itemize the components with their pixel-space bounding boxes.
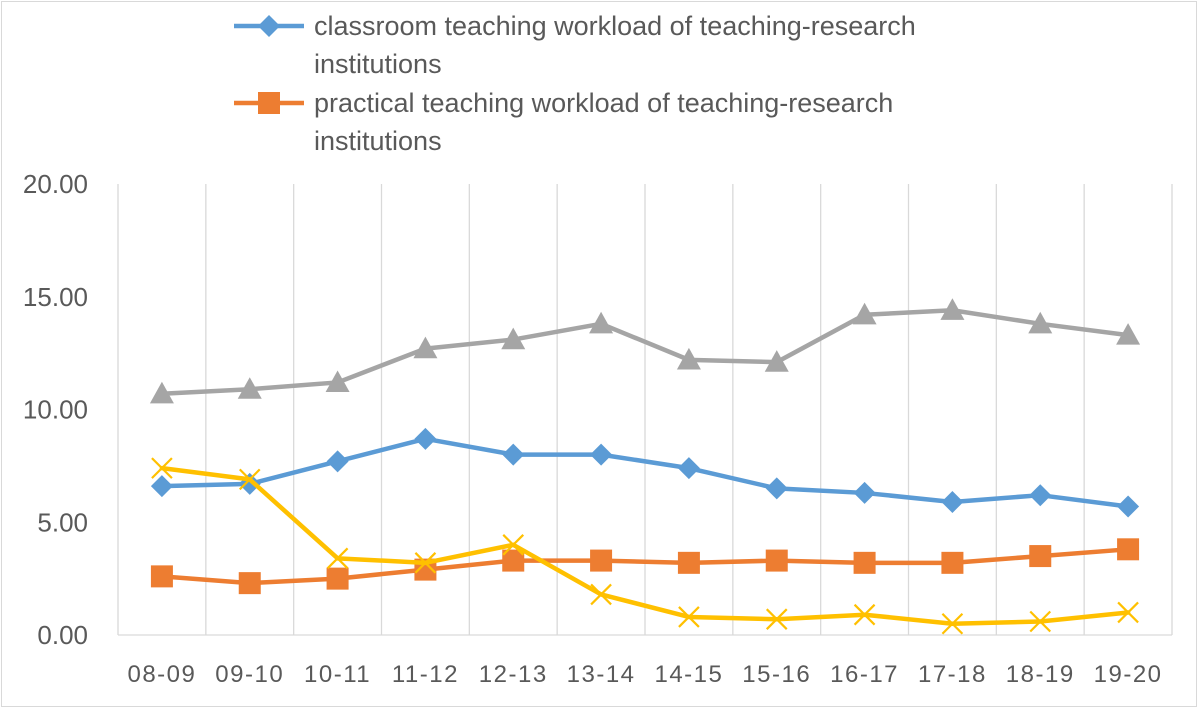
data-point <box>590 549 613 572</box>
data-point <box>414 427 437 450</box>
data-point <box>413 336 438 359</box>
data-point <box>941 490 964 513</box>
series-line <box>159 308 1131 396</box>
data-point <box>676 347 701 370</box>
data-point <box>764 350 789 372</box>
data-point <box>1117 601 1139 624</box>
data-point <box>238 468 261 491</box>
legend: classroom teaching workload of teaching-… <box>234 11 916 156</box>
x-tick-label: 19-20 <box>1094 661 1163 688</box>
data-point <box>151 457 173 479</box>
x-tick-label: 15-16 <box>742 661 811 688</box>
data-point <box>678 606 700 628</box>
y-tick-label: 5.00 <box>37 507 88 537</box>
legend-label: institutions <box>314 126 442 156</box>
data-point <box>589 311 614 334</box>
x-tick-label: 18-19 <box>1006 661 1075 688</box>
legend-entry-0: classroom teaching workload of teaching-… <box>234 11 916 79</box>
data-point <box>1116 323 1141 345</box>
data-point <box>150 565 173 588</box>
data-point <box>590 583 612 606</box>
data-point <box>237 377 262 399</box>
data-point <box>1117 538 1140 561</box>
data-point <box>150 475 173 498</box>
data-point <box>677 457 700 480</box>
legend-label: practical teaching workload of teaching-… <box>314 88 893 118</box>
data-point <box>501 327 526 350</box>
data-point <box>238 572 261 595</box>
data-point <box>149 381 174 404</box>
series-2 <box>149 298 1141 404</box>
data-point <box>326 567 349 590</box>
x-tick-label: 16-17 <box>830 661 899 688</box>
data-point <box>941 551 964 574</box>
data-point <box>677 551 700 574</box>
data-point <box>765 549 788 572</box>
x-tick-label: 14-15 <box>654 661 723 688</box>
y-tick-label: 15.00 <box>23 282 88 312</box>
data-point <box>765 608 788 630</box>
data-point <box>853 551 876 574</box>
data-point <box>852 302 877 325</box>
data-point <box>1029 610 1052 633</box>
x-axis-ticks: 08-09 09-10 10-11 11-12 12-13 13-14 14-15 15-16… <box>127 661 1163 688</box>
x-tick-label: 13-14 <box>567 661 636 688</box>
y-tick-label: 20.00 <box>23 169 88 199</box>
series-3 <box>151 457 1139 635</box>
legend-label: institutions <box>314 49 442 79</box>
x-tick-label: 12-13 <box>479 661 548 688</box>
data-point <box>1117 495 1140 518</box>
y-tick-label: 0.00 <box>37 620 88 650</box>
x-tick-label: 11-12 <box>392 661 459 688</box>
x-tick-label: 08-09 <box>127 661 196 688</box>
data-point <box>414 552 437 574</box>
series-line <box>159 547 1131 586</box>
data-point <box>853 481 876 504</box>
y-tick-label: 10.00 <box>23 395 88 425</box>
grid-lines <box>117 184 1173 636</box>
y-axis-ticks: 0.00 5.00 10.00 15.00 20.00 <box>23 169 88 650</box>
series-line <box>159 465 1131 626</box>
data-point <box>326 547 349 570</box>
data-point <box>590 443 613 466</box>
legend-marker <box>258 92 280 114</box>
series-0 <box>150 427 1140 518</box>
data-point <box>940 298 965 320</box>
data-point <box>941 612 964 635</box>
data-point <box>325 370 350 393</box>
data-point <box>502 534 525 556</box>
plot-area <box>149 298 1141 635</box>
legend-entry-1: practical teaching workload of teaching-… <box>234 88 893 156</box>
data-point <box>502 443 525 466</box>
data-point <box>326 450 349 473</box>
data-point <box>1028 311 1053 334</box>
series-1 <box>150 538 1140 595</box>
x-tick-label: 09-10 <box>215 661 284 688</box>
series-line <box>159 436 1131 509</box>
data-point <box>502 549 525 572</box>
x-tick-label: 10-11 <box>304 661 371 688</box>
data-point <box>853 603 876 626</box>
data-point <box>1029 545 1052 568</box>
legend-label: classroom teaching workload of teaching-… <box>314 11 916 41</box>
data-point <box>765 477 788 500</box>
legend-marker <box>258 15 280 37</box>
x-tick-label: 17-18 <box>918 661 987 688</box>
data-point <box>1029 484 1052 507</box>
